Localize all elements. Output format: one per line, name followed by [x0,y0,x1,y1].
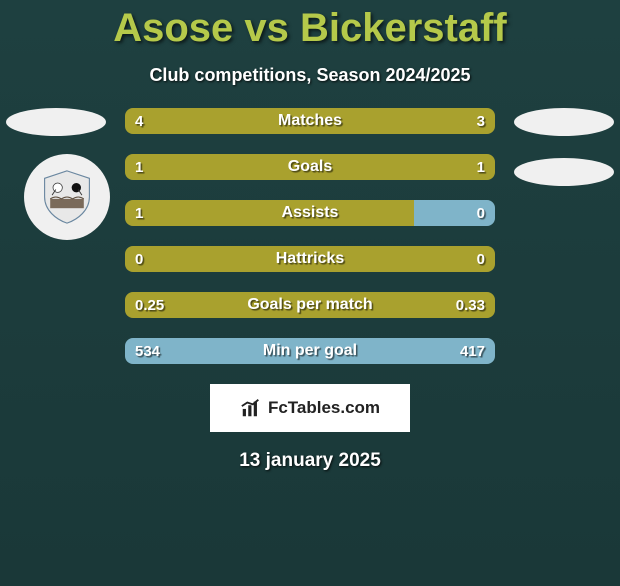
right-player-column [510,108,620,186]
stat-bar-right [414,200,495,226]
stat-bar-left [125,292,495,318]
comparison-layout: Matches43 Goals11 Assists10 Hattricks00 Goal… [0,108,620,364]
player-name-oval-left [6,108,106,136]
stat-row: Goals11 [125,154,495,180]
stat-row: Assists10 [125,200,495,226]
stat-bar-left [125,154,495,180]
date-text: 13 january 2025 [0,450,620,472]
stat-bars: Matches43 Goals11 Assists10 Hattricks00 Goal… [125,108,495,364]
stat-bar-right [125,338,495,364]
club-crest-left [24,154,110,240]
club-name-oval-right [514,158,614,186]
stat-bar-left [125,108,495,134]
page-title: Asose vs Bickerstaff [0,6,620,51]
stat-row: Hattricks00 [125,246,495,272]
player-name-oval-right [514,108,614,136]
brand-badge: FcTables.com [210,384,410,432]
stat-row: Min per goal534417 [125,338,495,364]
shield-icon [39,169,95,225]
stat-bar-left [125,246,495,272]
brand-text: FcTables.com [268,398,380,418]
stat-row: Goals per match0.250.33 [125,292,495,318]
left-player-column [0,108,110,240]
subtitle: Club competitions, Season 2024/2025 [0,65,620,86]
chart-icon [240,397,262,419]
stat-bar-left [125,200,414,226]
stat-row: Matches43 [125,108,495,134]
